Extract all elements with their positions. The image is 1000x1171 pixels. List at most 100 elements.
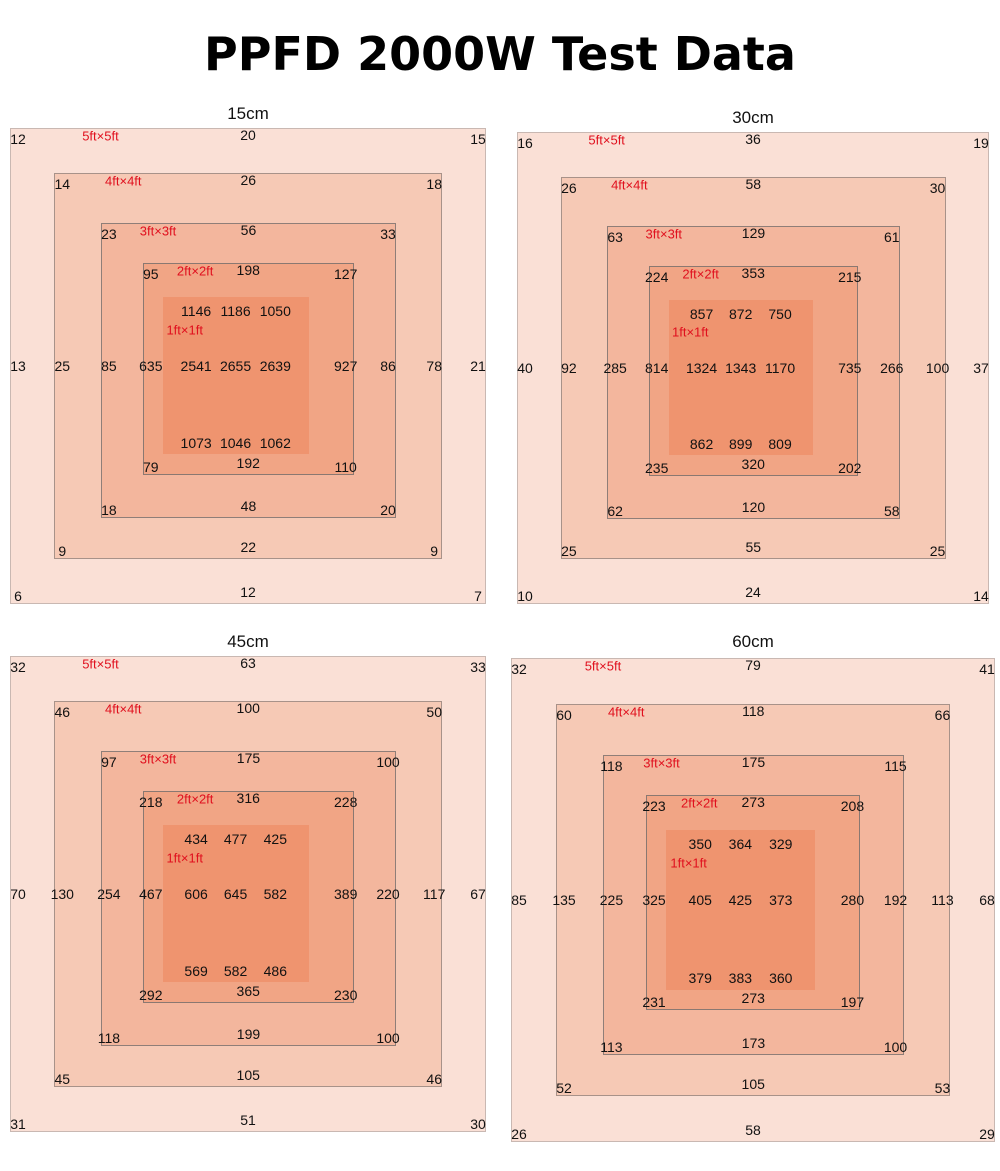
ppfd-value: 9 [430,542,439,559]
ppfd-value: 46 [426,1070,442,1087]
ppfd-value: 55 [745,539,762,556]
ppfd-value: 273 [741,794,765,811]
ppfd-value: 79 [745,657,761,673]
ppfd-value: 9 [58,542,67,559]
ppfd-value: 78 [426,358,442,374]
ppfd-value: 113 [600,1038,623,1055]
ppfd-value: 60 [556,706,572,723]
ppfd-value: 68 [979,892,995,908]
ppfd-value: 18 [426,176,442,193]
ppfd-value: 23 [101,226,117,243]
ppfd-value: 67 [470,886,486,902]
ppfd-value: 1170 [765,360,796,376]
ppfd-value: 105 [741,1076,765,1093]
ppfd-value: 405 [688,892,712,908]
ppfd-value: 19 [973,135,989,151]
ppfd-value: 100 [236,700,260,717]
ppfd-value: 13 [10,358,26,374]
panel-title: 45cm [227,632,269,651]
ppfd-value: 383 [728,970,753,987]
ppfd-value: 16 [517,135,533,151]
ppfd-value: 2655 [219,358,252,374]
ppfd-value: 2639 [259,358,291,374]
ppfd-value: 735 [838,360,862,376]
ppfd-value: 118 [600,757,623,774]
ppfd-value: 117 [423,886,446,902]
ppfd-value: 21 [470,358,486,374]
ppfd-value: 350 [688,836,712,853]
ppfd-value: 120 [741,499,766,516]
ppfd-value: 129 [741,225,766,242]
ppfd-value: 199 [236,1026,261,1043]
zone-label-4ft: 4ft×4ft [611,177,648,193]
ppfd-value: 20 [240,127,256,143]
ppfd-value: 192 [236,454,260,471]
ppfd-value: 425 [263,831,287,848]
ppfd-value: 325 [642,892,666,908]
ppfd-value: 70 [10,886,26,902]
ppfd-value: 425 [728,892,753,908]
ppfd-value: 45 [54,1070,71,1087]
ppfd-value: 53 [934,1080,951,1097]
ppfd-value: 36 [745,131,761,147]
ppfd-value: 15 [470,131,486,147]
ppfd-value: 1046 [219,435,252,452]
ppfd-value: 127 [333,266,358,283]
ppfd-value: 31 [10,1116,26,1132]
ppfd-value: 18 [101,502,117,519]
ppfd-value: 135 [552,892,576,908]
ppfd-value: 113 [931,892,954,908]
ppfd-value: 230 [333,986,358,1003]
ppfd-value: 30 [929,179,946,196]
ppfd-value: 6 [14,588,22,604]
ppfd-value: 66 [934,706,951,723]
ppfd-value: 434 [184,831,208,848]
ppfd-value: 175 [741,753,766,770]
ppfd-value: 25 [929,543,946,560]
ppfd-value: 115 [884,757,907,774]
zone-label-3ft: 3ft×3ft [139,223,177,239]
ppfd-value: 280 [840,892,865,908]
ppfd-panel-60cm: 60cm 32 79 41 85 68 26 58 29 5ft×5ft 60 118 66 135 113… [511,632,995,1142]
ppfd-value: 173 [741,1034,766,1051]
zone-label-5ft: 5ft×5ft [588,132,625,148]
ppfd-value: 86 [380,358,396,374]
ppfd-value: 50 [426,704,442,721]
ppfd-value: 899 [728,436,753,453]
ppfd-value: 14 [54,176,71,193]
zone-label-3ft: 3ft×3ft [139,751,177,767]
ppfd-value: 467 [139,886,163,902]
ppfd-value: 273 [741,990,765,1007]
ppfd-value: 223 [642,798,666,815]
ppfd-value: 24 [745,584,761,600]
ppfd-value: 110 [334,458,357,475]
ppfd-value: 12 [240,584,256,600]
ppfd-value: 26 [240,172,257,189]
ppfd-value: 79 [143,458,159,475]
ppfd-value: 1324 [685,360,718,376]
ppfd-value: 192 [883,892,908,908]
ppfd-value: 20 [380,502,396,519]
ppfd-panel-15cm: 15cm 12 20 15 13 21 6 12 7 5ft×5ft 14 26 18 25 78 9 22 9 4… [10,104,486,604]
ppfd-value: 814 [645,360,669,376]
ppfd-value: 7 [474,588,482,604]
ppfd-value: 1050 [259,303,291,320]
zone-label-1ft: 1ft×1ft [166,322,203,338]
ppfd-value: 389 [333,886,358,902]
zone-label-2ft: 2ft×2ft [682,266,719,282]
ppfd-value: 105 [236,1066,260,1083]
ppfd-value: 364 [728,836,753,853]
ppfd-value: 254 [97,886,121,902]
ppfd-value: 320 [741,455,765,472]
ppfd-value: 85 [511,892,527,908]
ppfd-value: 862 [689,436,714,453]
ppfd-value: 32 [10,659,26,675]
ppfd-value: 197 [840,994,865,1011]
zone-label-1ft: 1ft×1ft [166,850,203,866]
zone-1ft [162,824,309,983]
ppfd-value: 46 [54,704,71,721]
ppfd-value: 25 [54,358,71,374]
ppfd-value: 130 [50,886,74,902]
ppfd-value: 635 [139,358,163,374]
ppfd-value: 645 [223,886,248,902]
